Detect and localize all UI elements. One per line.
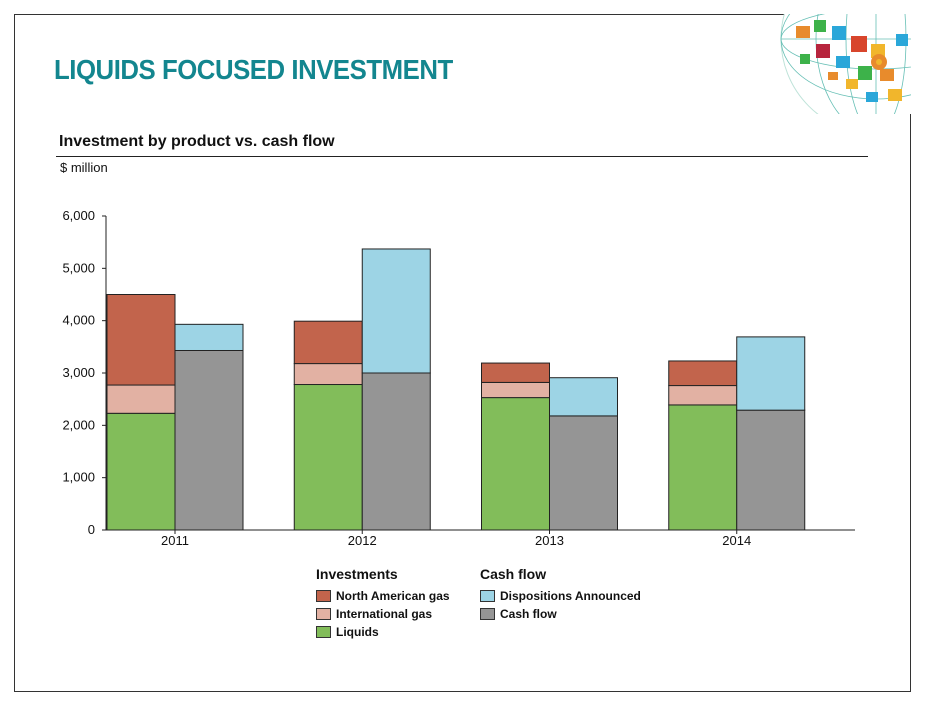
bar-dispositions-announced — [174, 323, 244, 351]
bar-dispositions-announced — [736, 336, 806, 411]
bar-north-american-gas — [106, 294, 176, 386]
bar-cash-flow — [174, 349, 244, 531]
chart-subtitle: Investment by product vs. cash flow — [59, 133, 335, 150]
legend-item-liquids: Liquids — [316, 623, 450, 641]
y-tick-label: 3,000 — [62, 365, 95, 380]
legend-swatch — [316, 608, 331, 620]
legend-cash-flow: Cash flow Dispositions Announced Cash fl… — [480, 566, 641, 623]
bar-international-gas — [668, 385, 738, 406]
subtitle-rule — [56, 156, 868, 157]
legend-label: Cash flow — [500, 607, 557, 621]
y-tick-label: 0 — [88, 522, 95, 537]
globe-logo — [780, 14, 911, 114]
x-tick-label: 2012 — [348, 533, 377, 548]
legend-item-north-american-gas: North American gas — [316, 587, 450, 605]
bar-dispositions-announced — [549, 377, 618, 417]
x-tick-label: 2014 — [722, 533, 751, 548]
bar-dispositions-announced — [361, 248, 431, 374]
legend-label: Dispositions Announced — [500, 589, 641, 603]
page-title: LIQUIDS FOCUSED INVESTMENT — [54, 54, 453, 85]
legend-label: North American gas — [336, 589, 450, 603]
slide-frame — [14, 14, 911, 692]
bar-north-american-gas — [668, 360, 738, 387]
legend-item-international-gas: International gas — [316, 605, 450, 623]
legend-investments: Investments North American gas Internati… — [316, 566, 450, 641]
y-tick-label: 1,000 — [62, 470, 95, 485]
bar-liquids — [293, 384, 363, 531]
bar-liquids — [481, 397, 550, 531]
y-tick-label: 4,000 — [62, 313, 95, 328]
bar-cash-flow — [736, 409, 806, 531]
y-tick-label: 2,000 — [62, 417, 95, 432]
bar-north-american-gas — [293, 320, 363, 365]
bar-international-gas — [481, 381, 550, 399]
bar-liquids — [668, 404, 738, 531]
legend-item-cash-flow: Cash flow — [480, 605, 641, 623]
legend-swatch — [480, 590, 495, 602]
bar-international-gas — [293, 363, 363, 386]
bar-cash-flow — [361, 372, 431, 531]
y-tick-label: 5,000 — [62, 260, 95, 275]
bar-north-american-gas — [481, 362, 550, 383]
legend-swatch — [316, 590, 331, 602]
legend-item-dispositions: Dispositions Announced — [480, 587, 641, 605]
legend-investments-title: Investments — [316, 566, 398, 582]
bar-international-gas — [106, 384, 176, 414]
unit-label: $ million — [60, 160, 108, 175]
y-tick-label: 6,000 — [62, 208, 95, 223]
x-tick-label: 2011 — [161, 533, 189, 548]
bar-liquids — [106, 412, 176, 531]
legend-cash-flow-title: Cash flow — [480, 566, 547, 582]
x-tick-label: 2013 — [535, 533, 564, 548]
legend-label: Liquids — [336, 625, 379, 639]
bar-cash-flow — [549, 415, 618, 531]
legend-label: International gas — [336, 607, 433, 621]
legend-swatch — [480, 608, 495, 620]
legend-swatch — [316, 626, 331, 638]
